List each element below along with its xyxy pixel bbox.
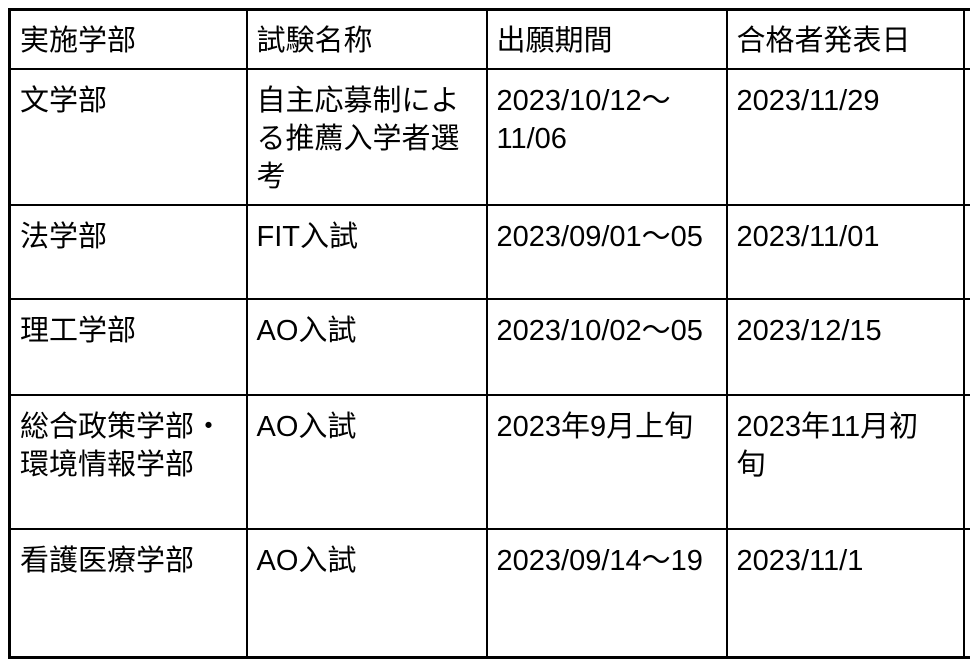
cell-announce: 2023/11/1: [725, 528, 965, 658]
header-cell-exam: 試験名称: [245, 8, 488, 70]
cell-announce: 2023/12/15: [725, 298, 965, 396]
cell-announce: 2023年11月初 旬: [725, 394, 965, 530]
cell-extra: [962, 204, 970, 300]
cell-period: 2023/09/14〜19: [485, 528, 728, 658]
header-cell-faculty: 実施学部: [8, 8, 248, 70]
cell-exam: FIT入試: [245, 204, 488, 300]
cell-announce: 2023/11/29: [725, 68, 965, 206]
header-cell-period: 出願期間: [485, 8, 728, 70]
cell-faculty: 法学部: [8, 204, 248, 300]
admissions-schedule-table: 実施学部 試験名称 出願期間 合格者発表日 文学部 自主応募制によ る推薦入学者…: [8, 8, 970, 659]
header-cell-extra: [962, 8, 970, 70]
cell-period: 2023/10/02〜05: [485, 298, 728, 396]
table-row: 総合政策学部・ 環境情報学部 AO入試 2023年9月上旬 2023年11月初 …: [8, 394, 970, 530]
table-row: 理工学部 AO入試 2023/10/02〜05 2023/12/15: [8, 298, 970, 396]
cell-exam: AO入試: [245, 394, 488, 530]
cell-exam: AO入試: [245, 298, 488, 396]
cell-period: 2023/09/01〜05: [485, 204, 728, 300]
cell-faculty: 文学部: [8, 68, 248, 206]
table-row: 法学部 FIT入試 2023/09/01〜05 2023/11/01: [8, 204, 970, 300]
table-header-row: 実施学部 試験名称 出願期間 合格者発表日: [8, 8, 970, 70]
cell-faculty: 理工学部: [8, 298, 248, 396]
header-cell-announce: 合格者発表日: [725, 8, 965, 70]
table-row: 看護医療学部 AO入試 2023/09/14〜19 2023/11/1: [8, 528, 970, 658]
cell-extra: [962, 68, 970, 206]
cell-period: 2023/10/12〜 11/06: [485, 68, 728, 206]
cell-extra: [962, 298, 970, 396]
cell-faculty: 総合政策学部・ 環境情報学部: [8, 394, 248, 530]
cell-announce: 2023/11/01: [725, 204, 965, 300]
table-row: 文学部 自主応募制によ る推薦入学者選 考 2023/10/12〜 11/06 …: [8, 68, 970, 206]
cell-faculty: 看護医療学部: [8, 528, 248, 658]
cell-exam: 自主応募制によ る推薦入学者選 考: [245, 68, 488, 206]
cell-extra: [962, 528, 970, 658]
cell-exam: AO入試: [245, 528, 488, 658]
cell-extra: [962, 394, 970, 530]
cell-period: 2023年9月上旬: [485, 394, 728, 530]
